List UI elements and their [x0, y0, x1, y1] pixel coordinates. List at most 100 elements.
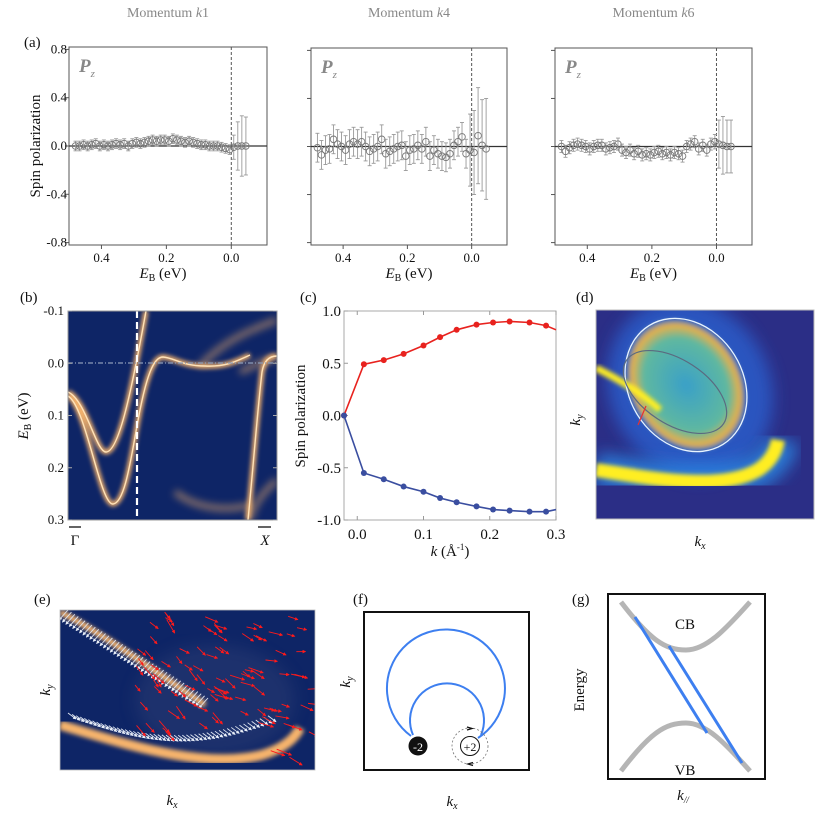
yellow-band-upper — [596, 364, 663, 413]
white-spin-arrow — [198, 733, 208, 741]
white-spin-arrow — [157, 671, 168, 683]
red-spin-arrow — [164, 612, 175, 627]
data-point — [161, 136, 169, 144]
data-point-with-error-bar — [83, 140, 92, 152]
charge-negative-label: -2 — [413, 740, 423, 754]
white-spin-arrow — [161, 734, 171, 742]
white-spin-arrow — [259, 718, 269, 725]
white-spin-arrow — [113, 644, 123, 655]
data-point — [144, 137, 153, 145]
white-spin-arrow — [100, 722, 110, 730]
red-spin-arrow — [235, 696, 247, 702]
red-spin-arrow — [184, 699, 198, 707]
data-point-with-error-bar — [406, 135, 414, 165]
red-spin-arrow — [210, 694, 219, 702]
series-marker — [341, 412, 347, 419]
data-point-with-error-bar — [112, 138, 120, 149]
white-spin-arrow — [96, 721, 106, 729]
series-line — [343, 320, 557, 416]
data-point — [165, 137, 173, 145]
white-spin-arrow — [182, 734, 191, 742]
data-point — [385, 147, 394, 156]
red-spin-arrow — [153, 679, 159, 688]
series-marker — [506, 318, 513, 325]
data-point-with-error-bar — [438, 141, 446, 171]
y-tick-label: 0.2 — [48, 460, 64, 475]
plot-frame — [343, 310, 557, 521]
data-point-with-error-bar — [71, 140, 80, 152]
series-marker — [490, 506, 497, 513]
data-point-with-error-bar — [402, 141, 410, 171]
y-tick-label: 0.4 — [51, 90, 68, 105]
data-point — [234, 142, 242, 150]
data-point-with-error-bar — [662, 146, 671, 159]
red-spin-arrow — [214, 646, 225, 654]
y-tick-label: 1.0 — [322, 304, 341, 320]
data-point — [373, 142, 382, 151]
data-point-with-error-bar — [598, 138, 606, 152]
series-marker — [543, 508, 550, 515]
white-spin-arrow — [239, 724, 248, 732]
series-blue — [341, 412, 557, 515]
data-point-with-error-bar — [242, 116, 250, 176]
subplot-momentum-k6: 0.4 0.2 0.0 EB (eV) Momentum k6 Pz — [551, 6, 753, 284]
white-spin-arrow — [96, 633, 106, 645]
panel-b-background — [68, 311, 277, 520]
x-tick-label: 0.2 — [480, 527, 499, 543]
panel-f-x-axis-label: kx — [446, 794, 458, 812]
data-point — [169, 135, 177, 143]
data-point-with-error-bar — [590, 140, 598, 153]
data-point — [193, 139, 201, 148]
data-point — [185, 137, 193, 145]
red-spin-arrow — [150, 664, 160, 671]
data-point-with-error-bar — [682, 140, 691, 153]
data-point — [189, 138, 197, 147]
white-spin-arrow — [149, 733, 159, 741]
data-point-with-error-bar — [446, 138, 454, 169]
white-spin-arrow — [62, 611, 72, 623]
red-spin-arrow — [176, 705, 186, 720]
orange-band-lower — [60, 720, 305, 765]
vb-label: VB — [675, 763, 696, 779]
data-point — [317, 151, 326, 159]
white-spin-arrow — [188, 691, 199, 703]
white-spin-arrow — [171, 680, 182, 692]
data-point-with-error-bar — [606, 141, 614, 155]
data-point — [630, 149, 638, 158]
data-point-with-error-bar — [189, 137, 197, 148]
data-point-with-error-bar — [666, 148, 675, 162]
panel-d-fermi-surface-map — [595, 309, 815, 520]
x-tick-label: 0.1 — [414, 527, 433, 543]
data-point-with-error-bar — [442, 142, 450, 173]
surface-state-1 — [633, 616, 709, 734]
white-spin-arrow — [71, 713, 81, 721]
white-spin-arrow — [133, 730, 142, 738]
y-tick-label: 0.5 — [322, 356, 341, 372]
red-spin-arrow — [203, 625, 212, 632]
data-point — [71, 142, 80, 150]
panel-label-g: (g) — [572, 592, 590, 608]
charge-positive-node — [460, 736, 480, 756]
data-point-with-error-bar — [353, 129, 362, 159]
white-spin-arrow — [140, 661, 151, 672]
x-tick-label: 0.2 — [158, 250, 174, 265]
data-point-with-error-bar — [630, 147, 638, 161]
data-point — [682, 142, 691, 151]
series-marker — [526, 319, 533, 326]
red-spin-arrow — [214, 624, 223, 634]
panel-c-x-axis-label: k (Å-1) — [431, 542, 470, 560]
data-point — [727, 142, 735, 151]
data-point — [723, 142, 731, 151]
subplot-title: Momentum k4 — [368, 6, 450, 21]
data-point-with-error-bar — [561, 144, 570, 158]
red-spin-arrow — [184, 664, 193, 671]
data-point — [213, 142, 222, 150]
data-point-with-error-bar — [573, 137, 582, 151]
y-tick-label: -0.5 — [317, 461, 341, 477]
data-point — [201, 141, 210, 149]
y-tick-label: -0.1 — [43, 303, 64, 318]
red-spin-arrow — [263, 707, 276, 712]
data-point — [458, 133, 466, 141]
data-point — [313, 143, 322, 152]
y-tick-label: -0.4 — [46, 186, 67, 201]
